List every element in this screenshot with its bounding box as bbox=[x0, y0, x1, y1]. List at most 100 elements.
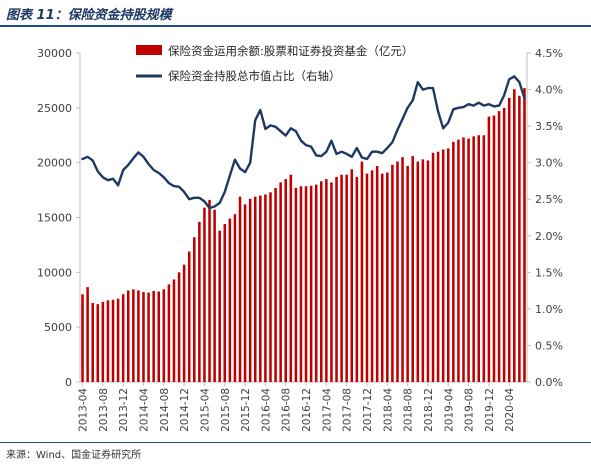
x-tick-label: 2013-04 bbox=[78, 388, 90, 432]
bar bbox=[335, 176, 338, 382]
bar bbox=[81, 294, 84, 382]
bar bbox=[162, 289, 166, 382]
bar bbox=[472, 136, 475, 382]
bar bbox=[497, 111, 501, 382]
bar bbox=[406, 165, 409, 382]
bar bbox=[477, 135, 481, 382]
left-tick-label: 0 bbox=[65, 376, 72, 389]
bar bbox=[441, 149, 445, 382]
bar bbox=[492, 115, 496, 382]
x-tick-label: 2015-08 bbox=[220, 388, 232, 432]
legend-label-bar: 保险资金运用余额:股票和证券投资基金（亿元） bbox=[168, 44, 413, 58]
bar bbox=[132, 289, 135, 382]
bar bbox=[314, 184, 318, 382]
bar bbox=[86, 287, 89, 382]
bar bbox=[193, 237, 196, 382]
left-tick-label: 5000 bbox=[44, 321, 72, 334]
left-tick-label: 20000 bbox=[37, 157, 72, 170]
x-tick-label: 2013-12 bbox=[118, 388, 130, 432]
x-tick-label: 2020-04 bbox=[504, 388, 516, 432]
bar bbox=[340, 174, 343, 382]
bar bbox=[259, 195, 262, 382]
x-tick-label: 2019-04 bbox=[443, 388, 455, 432]
bar bbox=[142, 292, 145, 382]
bar bbox=[172, 279, 176, 382]
bar bbox=[386, 172, 389, 382]
bar bbox=[431, 152, 435, 382]
bar bbox=[213, 209, 216, 382]
legend-swatch-bar bbox=[136, 45, 162, 55]
bar bbox=[452, 141, 455, 382]
bar bbox=[518, 95, 521, 383]
right-tick-label: 1.5% bbox=[535, 266, 563, 279]
bar bbox=[96, 304, 100, 382]
bar bbox=[233, 214, 237, 382]
bar bbox=[253, 196, 257, 382]
x-tick-label: 2018-12 bbox=[423, 388, 435, 432]
right-tick-label: 0.5% bbox=[535, 339, 563, 352]
bar bbox=[248, 198, 252, 382]
bar bbox=[446, 148, 450, 382]
left-tick-label: 10000 bbox=[37, 266, 72, 279]
bar bbox=[513, 89, 516, 382]
x-tick-label: 2013-08 bbox=[98, 388, 110, 432]
bar bbox=[152, 290, 155, 382]
bar bbox=[401, 157, 404, 382]
left-tick-label: 15000 bbox=[37, 212, 72, 225]
x-tick-label: 2018-04 bbox=[382, 388, 394, 432]
bar bbox=[426, 160, 430, 382]
bar bbox=[320, 181, 323, 382]
bar bbox=[360, 161, 364, 382]
bar bbox=[187, 251, 191, 382]
figure-header: 图表 11：保险资金持股规模 bbox=[0, 0, 591, 27]
header-rule bbox=[0, 25, 591, 27]
x-tick-label: 2014-12 bbox=[179, 388, 191, 432]
x-tick-label: 2016-04 bbox=[260, 388, 272, 432]
bar bbox=[462, 137, 465, 382]
bar bbox=[269, 192, 272, 382]
bar bbox=[380, 173, 384, 382]
bar bbox=[309, 185, 313, 382]
bar bbox=[487, 116, 491, 383]
left-tick-label: 30000 bbox=[37, 47, 72, 60]
bar bbox=[228, 218, 232, 382]
footer-rule bbox=[0, 442, 591, 443]
x-tick-label: 2015-12 bbox=[240, 388, 252, 432]
legend-label-line: 保险资金持股总市值占比（右轴） bbox=[168, 69, 341, 83]
bar bbox=[208, 199, 211, 382]
bar bbox=[243, 204, 247, 382]
bar bbox=[416, 161, 420, 382]
bar bbox=[157, 291, 161, 382]
x-tick-label: 2015-04 bbox=[199, 388, 211, 432]
series-line bbox=[81, 75, 526, 210]
x-tick-label: 2014-04 bbox=[138, 388, 150, 432]
bar bbox=[299, 186, 303, 382]
bar bbox=[457, 139, 460, 382]
bar bbox=[274, 187, 277, 382]
bar bbox=[121, 294, 125, 382]
right-tick-label: 2.5% bbox=[535, 193, 563, 206]
bar bbox=[391, 164, 394, 382]
bar bbox=[167, 284, 171, 382]
x-tick-label: 2017-04 bbox=[321, 388, 333, 432]
bar bbox=[182, 264, 186, 382]
x-tick-label: 2017-08 bbox=[342, 388, 354, 432]
bar bbox=[91, 303, 94, 382]
bar bbox=[111, 299, 115, 382]
bar bbox=[177, 272, 181, 382]
bar bbox=[238, 196, 242, 382]
bar bbox=[116, 298, 120, 382]
bar bbox=[294, 187, 298, 382]
x-tick-label: 2017-12 bbox=[362, 388, 374, 432]
bar bbox=[467, 138, 470, 382]
right-tick-label: 4.0% bbox=[535, 84, 563, 97]
bar bbox=[436, 151, 440, 382]
bar bbox=[289, 174, 293, 382]
bar bbox=[523, 88, 526, 383]
right-tick-label: 0.0% bbox=[535, 376, 563, 389]
bar bbox=[137, 290, 140, 382]
bar bbox=[370, 170, 374, 382]
bar bbox=[411, 156, 414, 382]
right-tick-label: 1.0% bbox=[535, 303, 563, 316]
